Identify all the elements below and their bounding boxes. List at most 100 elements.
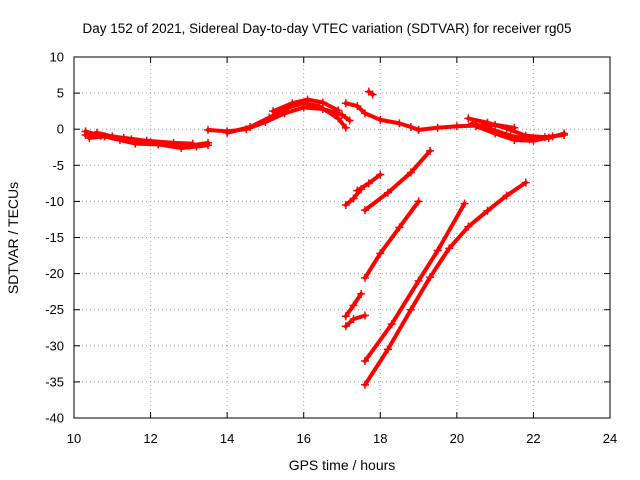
data-point (383, 345, 392, 354)
data-point (426, 146, 435, 155)
data-point (445, 244, 454, 253)
data-point (376, 249, 385, 258)
data-trace (225, 101, 348, 135)
data-point (360, 380, 369, 389)
data-point (334, 106, 343, 115)
data-point (376, 115, 385, 124)
x-tick-label: 18 (373, 431, 387, 446)
data-point (406, 168, 415, 177)
data-point (338, 110, 346, 119)
data-point (353, 102, 362, 111)
data-point (560, 129, 569, 138)
y-tick-label: -5 (52, 158, 64, 173)
data-point (433, 123, 442, 132)
data-point (303, 95, 312, 104)
data-point (364, 179, 373, 188)
data-point (349, 301, 358, 310)
x-tick-label: 22 (526, 431, 540, 446)
y-tick-label: -25 (45, 302, 64, 317)
data-point (81, 127, 90, 136)
y-axis: -40 -35 -30 -25 -20 -15 -10 -5 0 5 10 (45, 50, 610, 426)
data-point (341, 201, 350, 210)
data-point (318, 98, 327, 107)
data-point (460, 199, 469, 208)
data-point (341, 322, 350, 331)
data-point (204, 125, 212, 134)
data-point (502, 191, 511, 200)
data-point (521, 178, 530, 187)
data-point (204, 141, 212, 150)
data-point (395, 223, 404, 232)
data-point (483, 118, 492, 127)
data-point (357, 185, 366, 194)
x-tick-label: 14 (220, 431, 234, 446)
y-tick-label: -30 (45, 338, 64, 353)
data-point (360, 206, 369, 215)
data-trace (363, 148, 433, 213)
data-point (376, 170, 385, 179)
data-point (360, 356, 369, 365)
data-point (142, 136, 151, 145)
data-point (387, 320, 396, 329)
data-point (177, 143, 186, 152)
data-point (349, 315, 358, 324)
data-point (360, 273, 369, 282)
data-point (169, 138, 178, 147)
data-point (529, 136, 538, 145)
data-point (188, 139, 197, 148)
x-axis: 10 12 14 16 18 20 22 24 (67, 57, 617, 446)
data-point (349, 194, 358, 203)
y-tick-label: -15 (45, 230, 64, 245)
data-point (414, 197, 423, 206)
data-point (341, 99, 350, 108)
data-point (265, 113, 274, 122)
data-point (406, 123, 415, 132)
x-axis-title: GPS time / hours (289, 457, 396, 473)
data-point (360, 109, 369, 118)
data-point (85, 133, 94, 142)
data-point (452, 122, 461, 131)
x-tick-label: 12 (143, 431, 157, 446)
data-point (288, 99, 297, 108)
data-point (426, 273, 435, 282)
data-point (341, 312, 350, 321)
data-point (464, 114, 473, 123)
data-point (491, 129, 500, 138)
y-tick-label: -35 (45, 374, 64, 389)
data-point (357, 289, 366, 298)
data-point (414, 276, 423, 285)
y-tick-label: 5 (57, 86, 64, 101)
chart-title: Day 152 of 2021, Sidereal Day-to-day VTE… (83, 21, 572, 36)
data-point (483, 206, 492, 215)
data-point (223, 128, 232, 137)
x-tick-label: 16 (296, 431, 310, 446)
x-tick-label: 10 (67, 431, 81, 446)
data-point (414, 125, 423, 134)
data-point (269, 107, 278, 116)
data-point (472, 122, 480, 131)
data-point (246, 123, 255, 132)
data-point (464, 222, 473, 231)
y-tick-label: 10 (50, 50, 64, 65)
x-tick-label: 20 (450, 431, 464, 446)
data-point (395, 119, 404, 128)
y-tick-label: -10 (45, 194, 64, 209)
data-point (341, 123, 350, 132)
data-point (383, 188, 392, 197)
data-point (334, 114, 343, 123)
data-trace (363, 199, 421, 280)
data-point (368, 90, 377, 99)
x-tick-label: 24 (603, 431, 617, 446)
data-point (345, 116, 354, 125)
data-point (96, 131, 105, 140)
data-point (548, 132, 557, 141)
y-tick-label: -20 (45, 266, 64, 281)
data-point (406, 305, 415, 314)
data-point (502, 124, 511, 133)
data-point (433, 246, 442, 255)
y-axis-title: SDTVAR / TECUs (5, 182, 21, 294)
y-tick-label: -40 (45, 411, 64, 426)
data-point (510, 136, 519, 145)
